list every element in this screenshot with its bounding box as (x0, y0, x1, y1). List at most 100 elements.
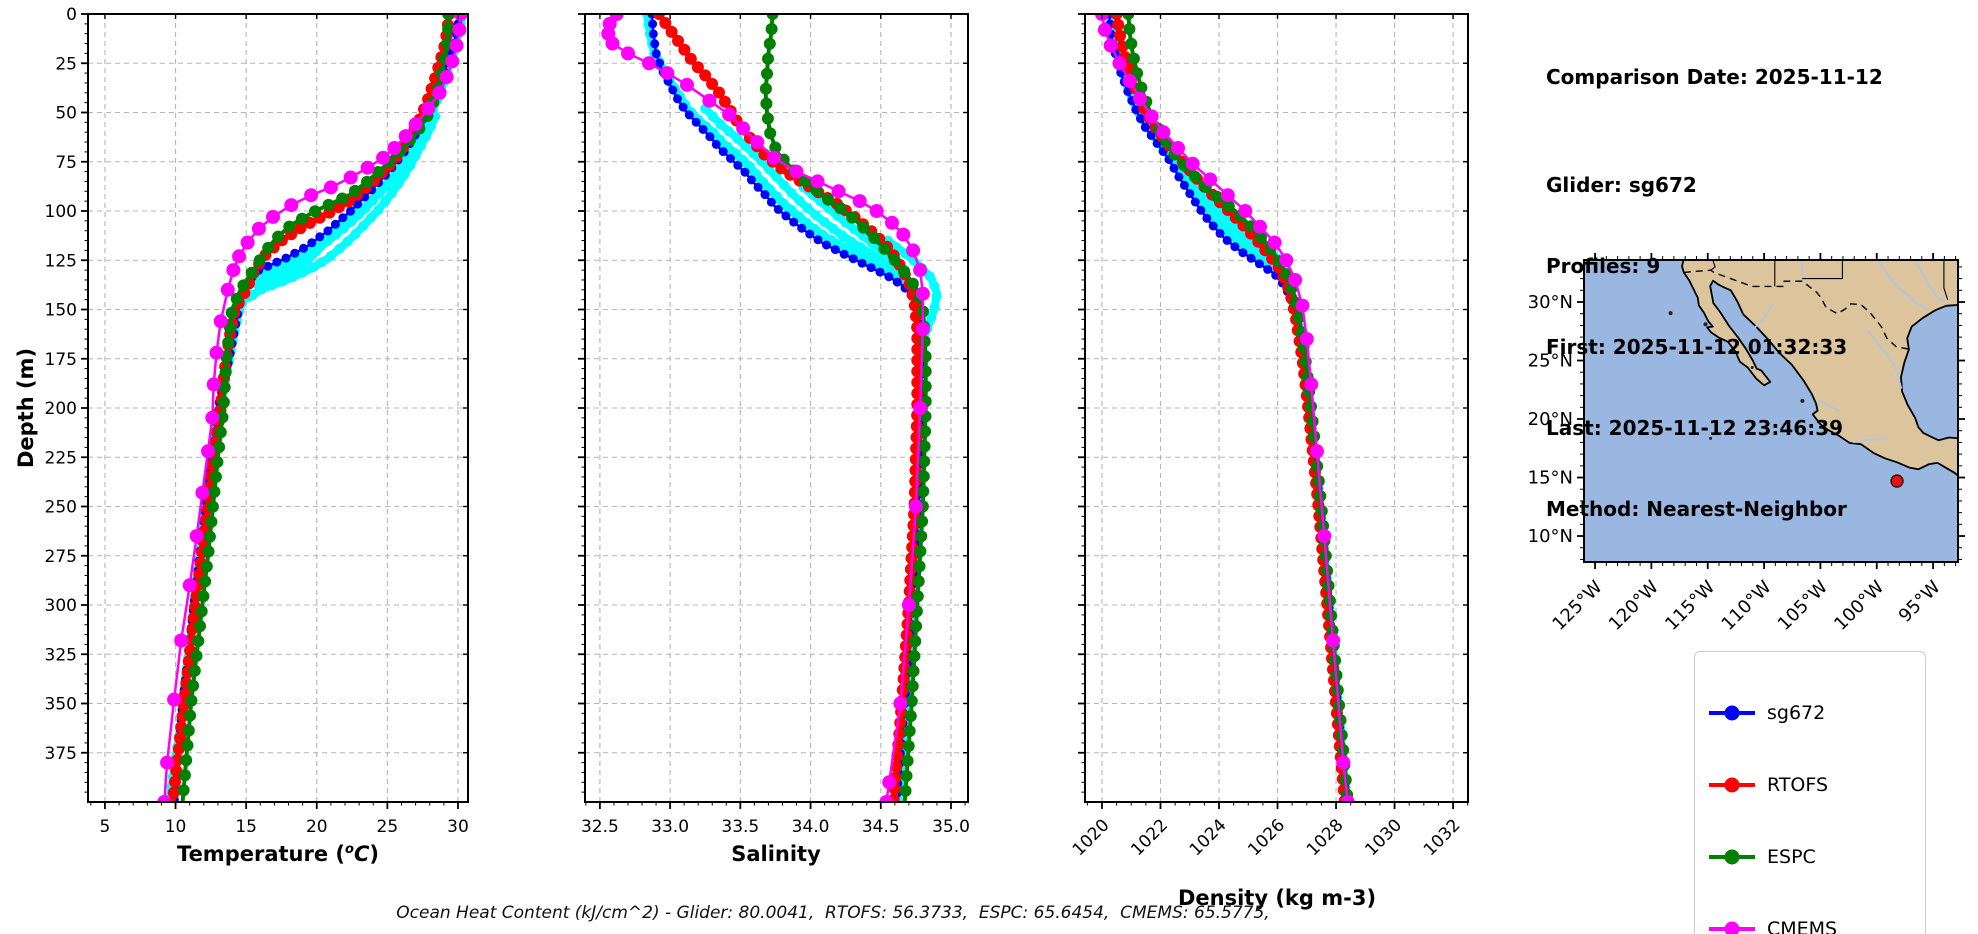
map-island (1703, 322, 1708, 327)
legend-line-sg672 (1709, 705, 1755, 721)
x-axis-label-density: Density (kg m-3) (1177, 886, 1377, 910)
map-river (1852, 438, 1889, 444)
svg-text:100°W: 100°W (1830, 577, 1888, 635)
legend-label-sg672: sg672 (1767, 702, 1826, 724)
map-river (1877, 260, 1928, 311)
svg-text:225: 225 (45, 448, 77, 468)
map-river (1867, 329, 1903, 389)
svg-text:100: 100 (45, 202, 77, 222)
series-cmems (601, 14, 930, 802)
svg-text:25: 25 (377, 817, 399, 837)
x-axis-label-temperature: Temperature (oC) (177, 842, 379, 866)
comparison-date: Comparison Date: 2025-11-12 (1546, 65, 1883, 89)
svg-text:125: 125 (45, 251, 77, 271)
series-cmems (157, 14, 468, 802)
map-island (1668, 311, 1673, 316)
svg-text:1022: 1022 (1127, 815, 1172, 860)
svg-text:25°N: 25°N (1528, 351, 1573, 372)
map-river (1799, 260, 1805, 282)
series-cmems (1095, 14, 1355, 802)
svg-text:25: 25 (55, 54, 77, 74)
svg-text:20°N: 20°N (1528, 409, 1573, 430)
map-island (1709, 436, 1713, 440)
svg-text:275: 275 (45, 547, 77, 567)
svg-text:33.0: 33.0 (651, 817, 689, 837)
legend-marker-rtofs (1724, 777, 1740, 793)
map-river (1914, 260, 1945, 304)
svg-text:5: 5 (100, 817, 111, 837)
svg-text:150: 150 (45, 301, 77, 321)
svg-text:175: 175 (45, 350, 77, 370)
legend-label-rtofs: RTOFS (1767, 774, 1829, 796)
info-last: Last: 2025-11-12 23:46:39 (1546, 416, 1844, 440)
comparison-info-block: Comparison Date: 2025-11-12 Glider: sg67… (1546, 10, 1883, 577)
svg-text:34.0: 34.0 (792, 817, 830, 837)
svg-text:375: 375 (45, 744, 77, 764)
svg-text:50: 50 (55, 104, 77, 124)
svg-text:1020: 1020 (1069, 815, 1114, 860)
info-method: Method: Nearest-Neighbor (1546, 497, 1847, 521)
temperature-label-close: ) (369, 842, 379, 866)
glider-location-marker (1890, 474, 1904, 488)
legend-marker-cmems (1724, 921, 1740, 934)
temperature-label-text: Temperature ( (177, 842, 345, 866)
legend-marker-espc (1724, 849, 1740, 865)
info-profiles: Profiles: 9 (1546, 254, 1661, 278)
svg-text:1030: 1030 (1361, 815, 1406, 860)
legend-label-cmems: CMEMS (1767, 918, 1838, 934)
svg-text:115°W: 115°W (1661, 577, 1719, 635)
svg-text:75: 75 (55, 153, 77, 173)
map-island (1750, 366, 1754, 370)
svg-text:120°W: 120°W (1605, 577, 1663, 635)
map-island (1751, 432, 1755, 436)
svg-text:95°W: 95°W (1895, 577, 1945, 627)
svg-text:15: 15 (235, 817, 257, 837)
legend-marker-sg672 (1724, 705, 1740, 721)
svg-text:33.5: 33.5 (721, 817, 759, 837)
map-land-coastline (1681, 260, 1958, 477)
map-river (1753, 303, 1774, 329)
map-state-border (1802, 260, 1843, 280)
svg-text:15°N: 15°N (1528, 468, 1573, 489)
legend-line-rtofs (1709, 777, 1755, 793)
ocean-heat-content-annotation: Ocean Heat Content (kJ/cm^2) - Glider: 8… (396, 903, 1270, 923)
svg-text:200: 200 (45, 399, 77, 419)
legend-label-espc: ESPC (1767, 846, 1816, 868)
legend-line-espc (1709, 849, 1755, 865)
svg-text:300: 300 (45, 596, 77, 616)
svg-text:1024: 1024 (1186, 815, 1231, 860)
y-axis-label-depth: Depth (m) (14, 347, 38, 469)
svg-text:105°W: 105°W (1774, 577, 1832, 635)
svg-text:1028: 1028 (1303, 815, 1348, 860)
map-island (1800, 398, 1805, 403)
svg-text:125°W: 125°W (1548, 577, 1606, 635)
temperature-unit: C (353, 842, 370, 866)
svg-text:325: 325 (45, 645, 77, 665)
svg-text:32.5: 32.5 (581, 817, 619, 837)
legend-box: sg672 RTOFS ESPC CMEMS (1694, 651, 1926, 934)
legend-item-espc: ESPC (1709, 840, 1915, 874)
svg-text:250: 250 (45, 498, 77, 518)
x-axis-label-salinity: Salinity (731, 842, 821, 866)
temperature-panel: 5 10 15 20 25 3002550751001251501752002252502… (45, 5, 469, 837)
svg-text:10°N: 10°N (1528, 526, 1573, 547)
legend-item-rtofs: RTOFS (1709, 768, 1915, 802)
map-state-border (1943, 260, 1949, 300)
svg-text:350: 350 (45, 695, 77, 715)
density-panel: 1020 1022 1024 1026 1028 1030 1032 (1069, 13, 1469, 860)
legend-item-cmems: CMEMS (1709, 912, 1915, 934)
svg-text:110°W: 110°W (1718, 577, 1776, 635)
svg-text:20: 20 (306, 817, 328, 837)
map-state-border (1710, 260, 1716, 271)
temperature-degree-sup: o (345, 842, 354, 857)
svg-text:30: 30 (447, 817, 469, 837)
legend-item-sg672: sg672 (1709, 696, 1915, 730)
svg-text:1032: 1032 (1420, 815, 1465, 860)
svg-text:1026: 1026 (1244, 815, 1289, 860)
svg-text:34.5: 34.5 (862, 817, 900, 837)
salinity-panel: 32.5 33.0 33.5 34.0 34.5 35.0 (578, 13, 970, 837)
svg-text:35.0: 35.0 (932, 817, 970, 837)
